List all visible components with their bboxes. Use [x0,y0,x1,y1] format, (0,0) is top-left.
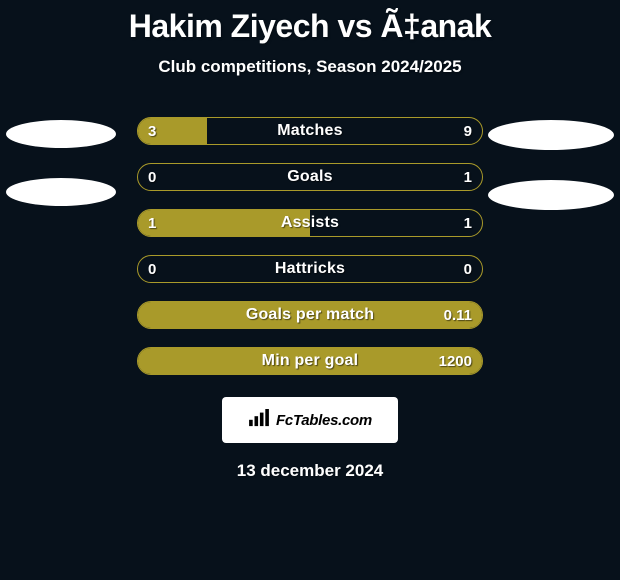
stat-label: Goals [138,164,482,190]
stat-bar: 0.11Goals per match [137,301,483,329]
stat-bar: 00Hattricks [137,255,483,283]
stat-label: Assists [138,210,482,236]
stat-bar: 01Goals [137,163,483,191]
page-title: Hakim Ziyech vs Ã‡anak [0,8,620,45]
player-left-avatar-placeholder [6,178,116,206]
footer-date: 13 december 2024 [0,461,620,481]
stat-label: Min per goal [138,348,482,374]
player-right-avatar-placeholder [488,120,614,150]
avatar-col-right [488,120,614,210]
page-subtitle: Club competitions, Season 2024/2025 [0,57,620,77]
stat-label: Hattricks [138,256,482,282]
stat-label: Matches [138,118,482,144]
brand-chart-icon [248,409,270,431]
stat-bar: 11Assists [137,209,483,237]
stat-bar: 39Matches [137,117,483,145]
brand-label: FcTables.com [276,412,372,429]
comparison-card: Hakim Ziyech vs Ã‡anak Club competitions… [0,0,620,580]
stat-label: Goals per match [138,302,482,328]
stat-bar: 1200Min per goal [137,347,483,375]
comparison-bars: 39Matches 01Goals 11Assists 00Hattricks 0.11… [137,117,483,375]
avatar-col-left [6,120,116,210]
brand-badge: FcTables.com [222,397,398,443]
player-right-avatar-placeholder [488,180,614,210]
player-left-avatar-placeholder [6,120,116,148]
